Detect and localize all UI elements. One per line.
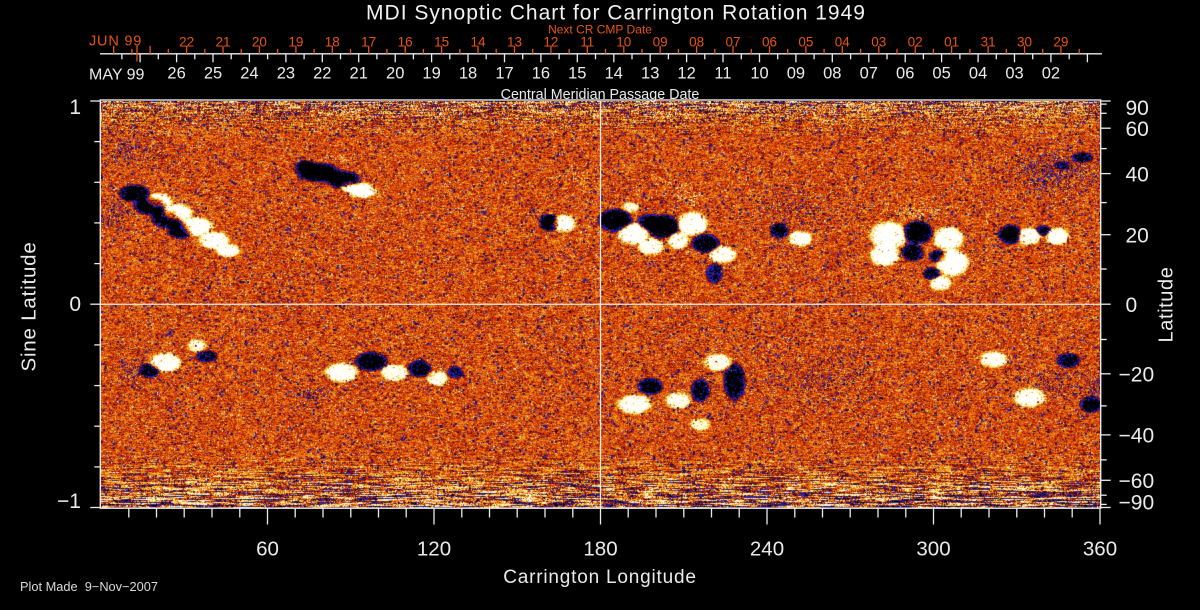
svg-text:60: 60 [1126,118,1149,141]
svg-text:05: 05 [932,65,950,83]
svg-text:90: 90 [1126,97,1149,120]
svg-text:03: 03 [871,35,886,50]
svg-text:05: 05 [798,35,813,50]
svg-text:300: 300 [916,538,950,561]
svg-text:08: 08 [823,65,841,83]
svg-text:40: 40 [1126,164,1149,187]
svg-text:20: 20 [252,35,267,50]
svg-text:02: 02 [1042,65,1060,83]
svg-text:14: 14 [470,35,486,50]
svg-text:09: 09 [787,65,805,83]
svg-text:21: 21 [350,65,368,83]
svg-text:30: 30 [1017,35,1032,50]
svg-text:03: 03 [1005,65,1023,83]
svg-text:360: 360 [1083,538,1117,561]
svg-text:25: 25 [204,65,222,83]
svg-text:−20: −20 [1119,364,1155,387]
svg-text:16: 16 [398,35,413,50]
svg-text:11: 11 [714,65,731,83]
svg-text:02: 02 [908,35,923,50]
svg-text:17: 17 [495,65,513,83]
svg-text:16: 16 [532,65,550,83]
svg-text:Carrington Longitude: Carrington Longitude [503,567,696,588]
svg-text:29: 29 [1053,35,1068,50]
svg-text:180: 180 [583,538,617,561]
svg-text:240: 240 [750,538,784,561]
svg-text:06: 06 [896,65,914,83]
svg-text:−60: −60 [1119,470,1155,493]
svg-text:MDI Synoptic Chart for Carring: MDI Synoptic Chart for Carrington Rotati… [366,2,866,25]
svg-text:MAY 99: MAY 99 [89,67,145,84]
svg-text:22: 22 [179,35,194,50]
svg-text:10: 10 [750,65,768,83]
svg-text:−1: −1 [57,490,81,513]
svg-text:18: 18 [325,35,340,50]
svg-text:1: 1 [69,96,81,119]
svg-text:Sine Latitude: Sine Latitude [18,241,41,371]
svg-text:60: 60 [256,538,279,561]
svg-text:13: 13 [507,35,522,50]
svg-text:31: 31 [981,35,996,50]
svg-text:18: 18 [459,65,477,83]
svg-text:20: 20 [1126,225,1149,248]
svg-text:−90: −90 [1119,492,1155,515]
svg-text:07: 07 [725,35,740,50]
svg-text:26: 26 [167,65,185,83]
svg-text:0: 0 [69,293,81,316]
svg-text:14: 14 [605,65,623,83]
svg-text:JUN 99: JUN 99 [89,34,142,50]
svg-text:04: 04 [969,65,987,83]
svg-text:22: 22 [313,65,331,83]
svg-text:23: 23 [277,65,295,83]
svg-text:11: 11 [580,35,594,50]
svg-text:Plot Made 9−Nov−2007: Plot Made 9−Nov−2007 [20,579,158,594]
svg-text:21: 21 [215,35,230,50]
svg-text:0: 0 [1126,294,1138,317]
svg-text:01: 01 [944,35,959,50]
svg-text:09: 09 [653,35,668,50]
svg-text:12: 12 [543,35,558,50]
svg-text:24: 24 [240,65,258,83]
svg-text:13: 13 [641,65,659,83]
svg-text:19: 19 [422,65,440,83]
svg-text:15: 15 [568,65,586,83]
svg-text:Next CR CMP Date: Next CR CMP Date [548,23,652,37]
svg-text:04: 04 [835,35,851,50]
svg-text:Central Meridian Passage Date: Central Meridian Passage Date [501,87,700,103]
svg-text:19: 19 [288,35,303,50]
svg-text:12: 12 [677,65,695,83]
svg-text:10: 10 [616,35,631,50]
svg-text:Latitude: Latitude [1156,267,1178,343]
svg-text:06: 06 [762,35,777,50]
svg-text:−40: −40 [1119,425,1155,448]
svg-text:20: 20 [386,65,404,83]
svg-text:08: 08 [689,35,704,50]
svg-text:07: 07 [860,65,878,83]
svg-text:15: 15 [434,35,449,50]
svg-text:120: 120 [417,538,451,561]
svg-text:17: 17 [361,35,376,50]
